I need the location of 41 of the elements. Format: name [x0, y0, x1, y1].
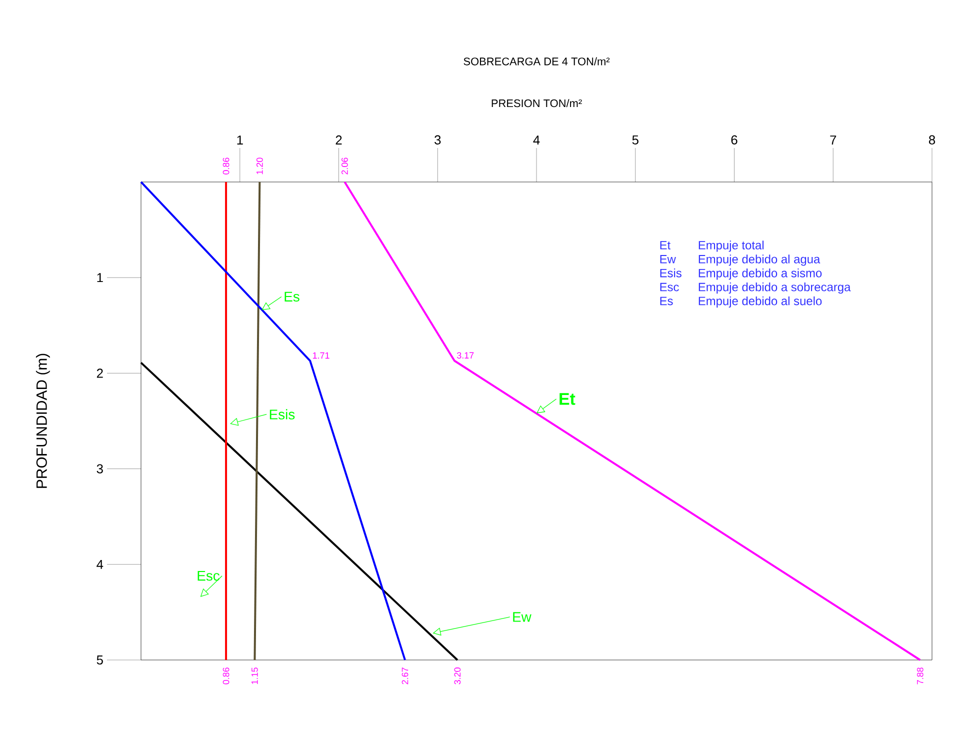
- x-tick-label: 6: [731, 135, 738, 144]
- y-tick-label: 1: [97, 273, 103, 282]
- annotation: 1.15: [252, 668, 258, 684]
- x-tick-label: 2: [336, 135, 342, 144]
- x-tick-label: 1: [237, 136, 243, 144]
- annotation: 3.20: [454, 668, 461, 684]
- series-label: Es: [284, 292, 300, 302]
- annotation: 1.71: [312, 352, 330, 359]
- chart-title: SOBRECARGA DE 4 TON/m²: [464, 57, 610, 66]
- annotation: Empuje debido al suelo: [698, 296, 822, 308]
- annotation: Empuje debido a sismo: [698, 268, 822, 280]
- annotation: Es: [660, 296, 673, 306]
- series-label: Et: [560, 393, 576, 405]
- annotation: Empuje debido a sobrecarga: [698, 282, 851, 294]
- annotation: 7.88: [916, 668, 924, 684]
- series-label: Esis: [270, 409, 295, 420]
- annotation: Esc: [660, 282, 679, 292]
- annotation: 0.86: [222, 668, 230, 684]
- y-tick-label: 3: [96, 464, 103, 474]
- annotation: 2.06: [342, 158, 348, 174]
- annotation: 0.86: [222, 158, 230, 174]
- annotation: Empuje total: [698, 240, 764, 252]
- text: Ew: [513, 612, 532, 622]
- annotation: Esis: [660, 268, 682, 278]
- annotation: Empuje debido al agua: [698, 254, 820, 266]
- y-tick-label: 5: [96, 655, 103, 665]
- x-axis-title: PRESION TON/m²: [492, 99, 582, 108]
- y-tick-label: 4: [96, 560, 104, 569]
- annotation: Et: [660, 241, 671, 250]
- series-label: Esc: [198, 571, 220, 581]
- annotation: 2.67: [402, 668, 408, 684]
- y-axis-title: PROFUNDIDAD (m): [36, 354, 50, 488]
- x-tick-label: 3: [434, 135, 441, 144]
- annotation: 3.17: [456, 352, 474, 359]
- x-tick-label: 5: [632, 135, 638, 144]
- y-tick-label: 2: [96, 368, 103, 378]
- x-tick-label: 8: [928, 135, 936, 144]
- annotation: 1.20: [256, 158, 263, 174]
- x-tick-label: 4: [533, 136, 540, 144]
- annotation: Ew: [660, 255, 676, 264]
- x-tick-label: 7: [830, 136, 836, 144]
